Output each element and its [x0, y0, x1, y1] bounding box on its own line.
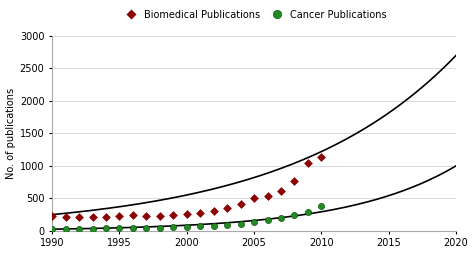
Point: [143, 214, 150, 218]
Point: [75, 227, 83, 231]
Point: [237, 201, 245, 205]
Point: [170, 213, 177, 217]
Legend: Biomedical Publications, Cancer Publications: Biomedical Publications, Cancer Publicat…: [118, 6, 391, 23]
Point: [170, 225, 177, 229]
Point: [291, 213, 298, 217]
Point: [89, 227, 96, 231]
Point: [210, 209, 218, 213]
Point: [62, 227, 69, 231]
Point: [129, 213, 137, 217]
Point: [264, 218, 271, 223]
Point: [116, 214, 123, 218]
Y-axis label: No. of publications: No. of publications: [6, 88, 16, 179]
Point: [116, 226, 123, 230]
Point: [102, 214, 110, 218]
Point: [75, 215, 83, 219]
Point: [89, 215, 96, 219]
Point: [223, 223, 231, 227]
Point: [250, 196, 258, 200]
Point: [277, 188, 285, 193]
Point: [291, 179, 298, 183]
Point: [304, 161, 312, 165]
Point: [48, 227, 56, 231]
Point: [48, 214, 56, 218]
Point: [277, 216, 285, 220]
Point: [318, 155, 325, 160]
Point: [318, 204, 325, 208]
Point: [102, 226, 110, 230]
Point: [183, 212, 191, 216]
Point: [210, 224, 218, 228]
Point: [196, 224, 204, 228]
Point: [156, 226, 164, 230]
Point: [237, 222, 245, 226]
Point: [62, 214, 69, 218]
Point: [196, 211, 204, 215]
Point: [183, 225, 191, 229]
Point: [129, 226, 137, 230]
Point: [250, 220, 258, 224]
Point: [156, 214, 164, 218]
Point: [304, 210, 312, 214]
Point: [223, 206, 231, 210]
Point: [264, 194, 271, 198]
Point: [143, 226, 150, 230]
